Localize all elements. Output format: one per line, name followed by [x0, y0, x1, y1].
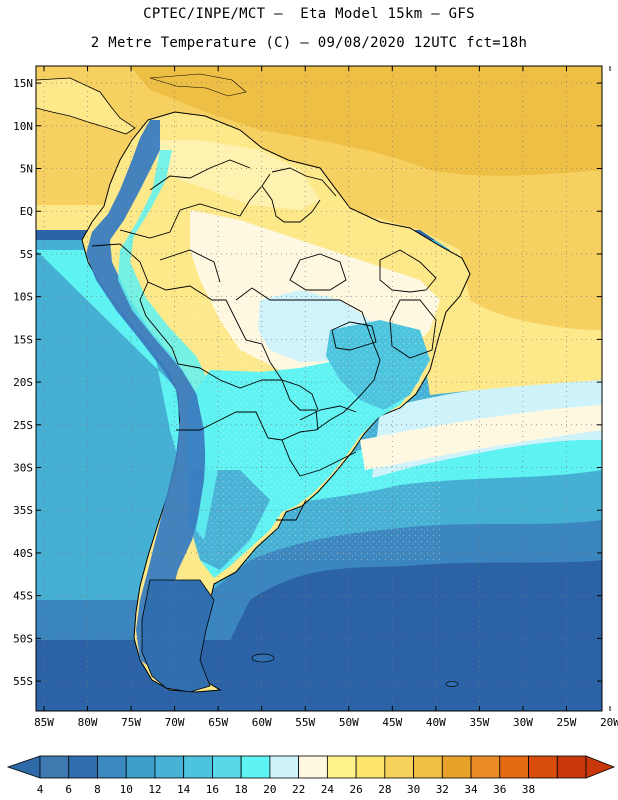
lat-label: 15N [13, 77, 33, 90]
colorbar-swatch [556, 755, 587, 779]
colorbar-swatch [39, 755, 70, 779]
colorbar-over-arrow [585, 755, 616, 779]
map-frame [35, 65, 603, 712]
colorbar-swatch [125, 755, 156, 779]
colorbar-label: 24 [321, 783, 335, 796]
colorbar-swatch [269, 755, 300, 779]
colorbar-swatch [240, 755, 271, 779]
south-georgia [445, 681, 459, 687]
colorbar-label: 10 [120, 783, 133, 796]
falkland-islands [251, 653, 275, 663]
colorbar-swatch [441, 755, 472, 779]
colorbar-labels: 4 6 8 10 12 14 16 18 20 22 24 26 28 30 32 34 36 38 [37, 783, 535, 796]
colorbar-swatch [68, 755, 98, 779]
lon-label: 70W [165, 716, 185, 729]
axis-ticks [36, 66, 611, 711]
colorbar-swatch [97, 755, 127, 779]
chart-subtitle: 2 Metre Temperature (C) – 09/08/2020 12U… [90, 35, 528, 51]
colorbar-swatch [298, 755, 328, 779]
colorbar-swatch [212, 755, 242, 779]
lat-label: 20S [13, 376, 33, 389]
colorbar-swatch [154, 755, 185, 779]
colorbar-label: 36 [493, 783, 506, 796]
andes-cordillera [86, 120, 206, 670]
lat-label: 5S [20, 248, 33, 261]
colorbar-label: 16 [206, 783, 219, 796]
colorbar-label: 14 [177, 783, 191, 796]
colorbar-label: 12 [148, 783, 161, 796]
lat-label: 10N [13, 120, 33, 133]
lon-label: 60W [252, 716, 272, 729]
lon-label: 35W [469, 716, 489, 729]
caribbean-islands [149, 73, 247, 97]
lat-label: 30S [13, 462, 33, 475]
colorbar-swatch [384, 755, 414, 779]
lat-label: 40S [13, 547, 33, 560]
lon-label: 80W [78, 716, 98, 729]
country-borders [91, 159, 437, 521]
colorbar-label: 32 [436, 783, 449, 796]
lon-label: 65W [208, 716, 228, 729]
lon-label: 55W [295, 716, 315, 729]
colorbar-label: 4 [37, 783, 44, 796]
lon-label: 40W [426, 716, 446, 729]
lon-label: 45W [382, 716, 402, 729]
chart-title: CPTEC/INPE/MCT – Eta Model 15km – GFS [143, 6, 475, 22]
longitude-labels: 85W 80W 75W 70W 65W 60W 55W 50W 45W 40W 35W 30W 25W 2… [34, 716, 618, 729]
colorbar-label: 38 [522, 783, 535, 796]
lat-label: 15S [13, 333, 33, 346]
colorbar-label: 18 [235, 783, 248, 796]
colorbar-label: 26 [349, 783, 362, 796]
colorbar-swatch [470, 755, 501, 779]
lon-label: 30W [513, 716, 533, 729]
lat-label: 10S [13, 291, 33, 304]
colorbar-label: 34 [464, 783, 478, 796]
colorbar-swatch [326, 755, 357, 779]
lat-label: EQ [20, 205, 33, 218]
tropical-orange-band [130, 66, 602, 176]
lon-label: 75W [121, 716, 141, 729]
colorbar-swatch [528, 755, 558, 779]
lat-label: 35S [13, 504, 33, 517]
colorbar-label: 20 [263, 783, 276, 796]
lon-label: 85W [34, 716, 54, 729]
colorbar-under-arrow [6, 755, 41, 779]
central-america-land [36, 77, 136, 135]
amazon-warm-patch [150, 140, 320, 210]
colorbar-label: 30 [407, 783, 420, 796]
speckle-texture [180, 300, 440, 560]
colorbar-swatch [499, 755, 529, 779]
lat-label: 50S [13, 632, 33, 645]
colorbar-swatch [183, 755, 213, 779]
colorbar-swatch [355, 755, 386, 779]
lat-label: 55S [13, 675, 33, 688]
colorbar [6, 755, 616, 779]
colorbar-label: 8 [94, 783, 101, 796]
latitude-labels: 15N 10N 5N EQ 5S 10S 15S 20S 25S 30S 35S 40S 45S 50S 5… [13, 77, 33, 688]
lon-label: 25W [557, 716, 577, 729]
colorbar-label: 28 [378, 783, 391, 796]
colorbar-label: 22 [292, 783, 305, 796]
patagonia-land [141, 579, 215, 693]
colorbar-swatch [413, 755, 443, 779]
lon-label: 20W [600, 716, 618, 729]
lat-label: 25S [13, 419, 33, 432]
lat-label: 45S [13, 590, 33, 603]
colorbar-label: 6 [65, 783, 72, 796]
lon-label: 50W [339, 716, 359, 729]
lat-label: 5N [20, 163, 33, 176]
